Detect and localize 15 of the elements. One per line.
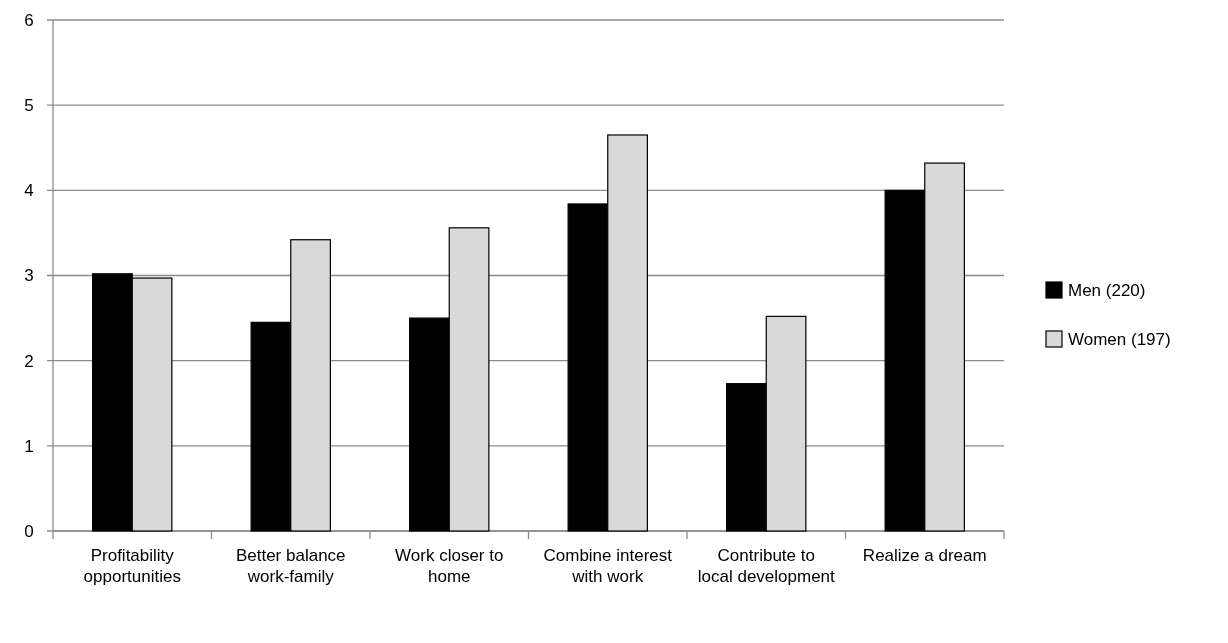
y-tick-label: 3 — [24, 266, 34, 286]
x-tick-label: Better balance work-family — [235, 546, 346, 586]
x-tick-label: Combine interest with work — [543, 546, 673, 586]
y-tick-label: 4 — [24, 181, 34, 201]
x-tick-label: Contribute to local development — [697, 546, 836, 586]
y-tick-label: 1 — [24, 436, 34, 456]
x-tick-label: Work closer to home — [395, 546, 504, 586]
y-tick-label: 5 — [24, 96, 34, 116]
x-tick-label: Realize a dream — [862, 546, 987, 565]
y-tick-label: 0 — [24, 521, 34, 541]
y-tick-label: 6 — [24, 10, 34, 30]
y-tick-label: 2 — [24, 351, 34, 371]
legend-label: Men (220) — [1068, 281, 1146, 300]
x-tick-label: Profitability opportunities — [83, 546, 181, 586]
legend-label: Women (197) — [1068, 330, 1171, 349]
